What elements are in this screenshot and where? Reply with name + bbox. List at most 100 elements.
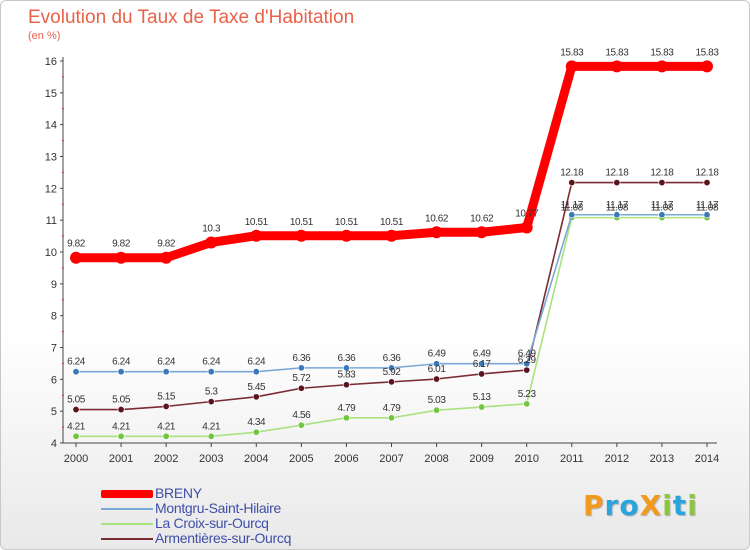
y-tick-label: 14 — [45, 120, 57, 132]
data-point — [297, 421, 305, 429]
y-tick-label: 4 — [51, 438, 57, 450]
data-label: 6.36 — [383, 353, 402, 364]
data-point — [523, 400, 531, 408]
data-point — [72, 368, 80, 376]
data-label: 11.17 — [561, 200, 584, 211]
data-label: 15.83 — [695, 47, 719, 58]
data-point — [433, 406, 441, 414]
data-label: 9.82 — [67, 239, 86, 250]
data-label: 11.08 — [651, 203, 674, 214]
data-point — [117, 368, 125, 376]
data-label: 10.3 — [202, 223, 221, 234]
data-point — [478, 370, 486, 378]
data-point — [70, 251, 82, 264]
data-point — [478, 403, 486, 411]
data-point — [387, 364, 395, 372]
data-point — [117, 432, 125, 440]
data-point — [342, 414, 350, 422]
data-point — [207, 368, 215, 376]
x-tick-label: 2013 — [650, 453, 674, 465]
data-label: 10.51 — [380, 217, 404, 228]
legend-swatch — [101, 508, 153, 510]
legend-label: Montgru-Saint-Hilaire — [155, 500, 281, 516]
chart-subtitle: (en %) — [28, 30, 61, 42]
data-label: 5.05 — [112, 395, 131, 406]
data-point — [385, 229, 398, 242]
data-label: 6.24 — [202, 357, 221, 368]
data-label: 9.82 — [112, 239, 131, 250]
data-point — [207, 432, 215, 440]
data-point — [701, 60, 713, 73]
data-label: 6.24 — [157, 357, 176, 368]
x-tick-label: 2003 — [199, 453, 223, 465]
data-label: 11.08 — [561, 203, 584, 214]
data-labels: 9.82 9.82 9.82 10.3 10.51 10.51 10.51 10.51 10.6… — [67, 47, 720, 432]
data-label: 6.24 — [247, 357, 266, 368]
data-label: 4.56 — [292, 410, 311, 421]
data-label: 4.21 — [157, 421, 176, 432]
x-tick-label: 2014 — [695, 453, 719, 465]
data-point — [610, 60, 623, 73]
data-label: 15.83 — [560, 47, 584, 58]
data-point — [655, 60, 668, 73]
data-point — [523, 360, 531, 368]
logo-letter: o — [619, 489, 640, 522]
data-point — [162, 368, 170, 376]
data-point — [568, 179, 576, 187]
data-label: 6.29 — [518, 355, 537, 366]
y-tick-label: 7 — [51, 343, 57, 355]
logo-letter: P — [583, 489, 605, 522]
data-label: 12.18 — [605, 168, 629, 179]
proxiti-logo: ProXiti — [583, 489, 698, 522]
data-label: 10.51 — [335, 217, 359, 228]
legend-swatch — [101, 490, 153, 498]
data-label: 5.83 — [337, 370, 356, 381]
data-label: 5.3 — [205, 387, 219, 398]
y-tick-label: 12 — [45, 183, 57, 195]
data-label: 6.49 — [473, 349, 492, 360]
x-tick-label: 2001 — [109, 453, 133, 465]
data-label: 11.08 — [606, 203, 629, 214]
data-label: 15.83 — [605, 47, 629, 58]
data-point — [703, 211, 711, 219]
data-point — [162, 402, 170, 410]
logo-letter: r — [604, 489, 620, 522]
data-point — [658, 211, 666, 219]
data-point — [342, 381, 350, 389]
x-tick-label: 2012 — [605, 453, 629, 465]
data-point — [433, 360, 441, 368]
data-label: 4.21 — [202, 421, 221, 432]
x-tick-label: 2005 — [289, 453, 313, 465]
y-tick-label: 8 — [51, 311, 57, 323]
data-point — [340, 229, 353, 242]
data-point — [72, 432, 80, 440]
data-point — [703, 179, 711, 187]
data-point — [207, 398, 215, 406]
data-label: 4.79 — [383, 403, 402, 414]
series-lines — [70, 60, 713, 440]
data-label: 5.92 — [383, 367, 402, 378]
x-tick-label: 2002 — [154, 453, 178, 465]
y-tick-label: 16 — [45, 56, 57, 68]
logo-letter: i — [687, 489, 698, 522]
x-tick-label: 2007 — [379, 453, 403, 465]
data-point — [433, 375, 441, 383]
data-point — [297, 384, 305, 392]
chart-title: Evolution du Taux de Taxe d'Habitation — [28, 7, 355, 28]
data-label: 5.23 — [518, 389, 537, 400]
y-tick-label: 13 — [45, 152, 57, 164]
data-point — [297, 364, 305, 372]
data-label: 4.21 — [112, 421, 131, 432]
data-point — [117, 406, 125, 414]
legend-label: La Croix-sur-Ourcq — [155, 515, 269, 531]
data-point — [478, 360, 486, 368]
data-label: 12.18 — [650, 168, 674, 179]
data-label: 4.34 — [247, 417, 266, 428]
data-point — [250, 229, 263, 242]
data-point — [252, 428, 260, 436]
x-tick-label: 2010 — [514, 453, 538, 465]
data-label: 4.79 — [337, 403, 356, 414]
x-tick-label: 2006 — [334, 453, 358, 465]
